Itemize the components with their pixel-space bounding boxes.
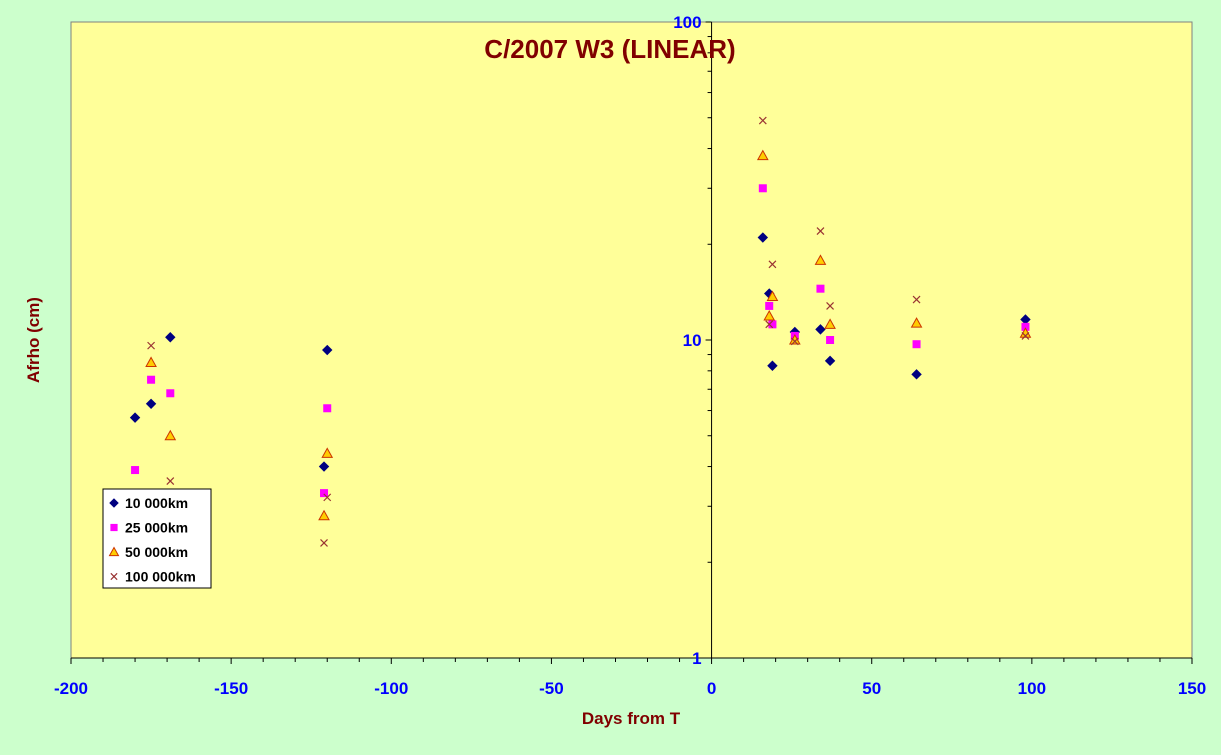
legend-marker	[109, 498, 119, 508]
x-axis-label: Days from T	[582, 709, 681, 728]
legend-box	[102, 488, 212, 589]
data-point	[145, 356, 157, 367]
x-tick-label: -100	[374, 679, 408, 698]
data-point	[826, 301, 835, 310]
data-point	[147, 375, 156, 384]
legend: 10 000km 25 000km 50 000km 100 000km	[102, 488, 212, 589]
data-point	[910, 317, 923, 328]
data-point	[166, 477, 175, 486]
x-tick-label: 150	[1178, 679, 1206, 698]
data-point	[826, 336, 835, 344]
data-point	[790, 337, 799, 346]
data-point	[166, 389, 175, 398]
data-point	[763, 309, 776, 321]
data-point	[322, 344, 333, 356]
data-point	[756, 149, 769, 161]
x-tick-label: 0	[707, 679, 716, 698]
x-tick-label: 50	[862, 679, 881, 698]
data-point	[320, 489, 329, 498]
data-point	[145, 398, 157, 410]
data-point	[1021, 322, 1030, 331]
data-point	[911, 369, 922, 380]
data-point	[758, 116, 767, 125]
x-tick-label: -50	[539, 679, 564, 698]
data-point	[757, 232, 769, 243]
data-point	[767, 360, 778, 371]
legend-marker	[110, 572, 118, 581]
plot-area	[70, 21, 1193, 659]
data-point	[321, 447, 334, 458]
data-point	[164, 429, 177, 441]
data-point	[131, 466, 140, 475]
data-marks	[129, 116, 1032, 547]
legend-label: 10 000km	[125, 495, 188, 511]
data-point	[320, 539, 328, 547]
data-point	[768, 320, 777, 329]
y-tick-label: 10	[683, 331, 702, 350]
legend-label: 100 000km	[125, 569, 196, 585]
legend-marker	[110, 523, 118, 532]
y-axis-label: Afrho (cm)	[24, 297, 43, 383]
x-tick-label: -200	[54, 679, 88, 698]
data-point	[766, 290, 779, 302]
series-10-000km	[129, 232, 1031, 472]
data-point	[758, 184, 767, 193]
x-tick-label: -150	[214, 679, 248, 698]
y-tick-label: 100	[673, 13, 701, 32]
data-point	[816, 227, 825, 236]
data-point	[768, 260, 777, 269]
data-point	[814, 254, 827, 265]
x-tick-label: 100	[1018, 679, 1046, 698]
data-point	[129, 412, 141, 423]
data-point	[318, 509, 330, 521]
data-point	[815, 324, 826, 335]
data-point	[318, 461, 330, 472]
data-point	[1021, 331, 1030, 340]
data-point	[912, 340, 921, 349]
y-tick-label: 1	[692, 649, 701, 668]
data-point	[816, 284, 825, 293]
chart-title: C/2007 W3 (LINEAR)	[484, 34, 735, 64]
legend-marker	[108, 546, 120, 557]
data-point	[165, 332, 176, 343]
legend-label: 25 000km	[125, 520, 188, 536]
data-point	[765, 320, 774, 329]
data-point	[912, 295, 921, 304]
data-point	[824, 355, 836, 367]
data-point	[147, 341, 155, 350]
data-point	[765, 301, 774, 310]
data-point	[824, 318, 836, 329]
data-point	[323, 404, 332, 413]
legend-label: 50 000km	[125, 544, 188, 560]
series-100-000km	[147, 116, 1030, 547]
axes: -200 -150 -100 -50 0 50 100 150 1 10 100	[54, 13, 1206, 698]
data-point	[323, 493, 332, 502]
